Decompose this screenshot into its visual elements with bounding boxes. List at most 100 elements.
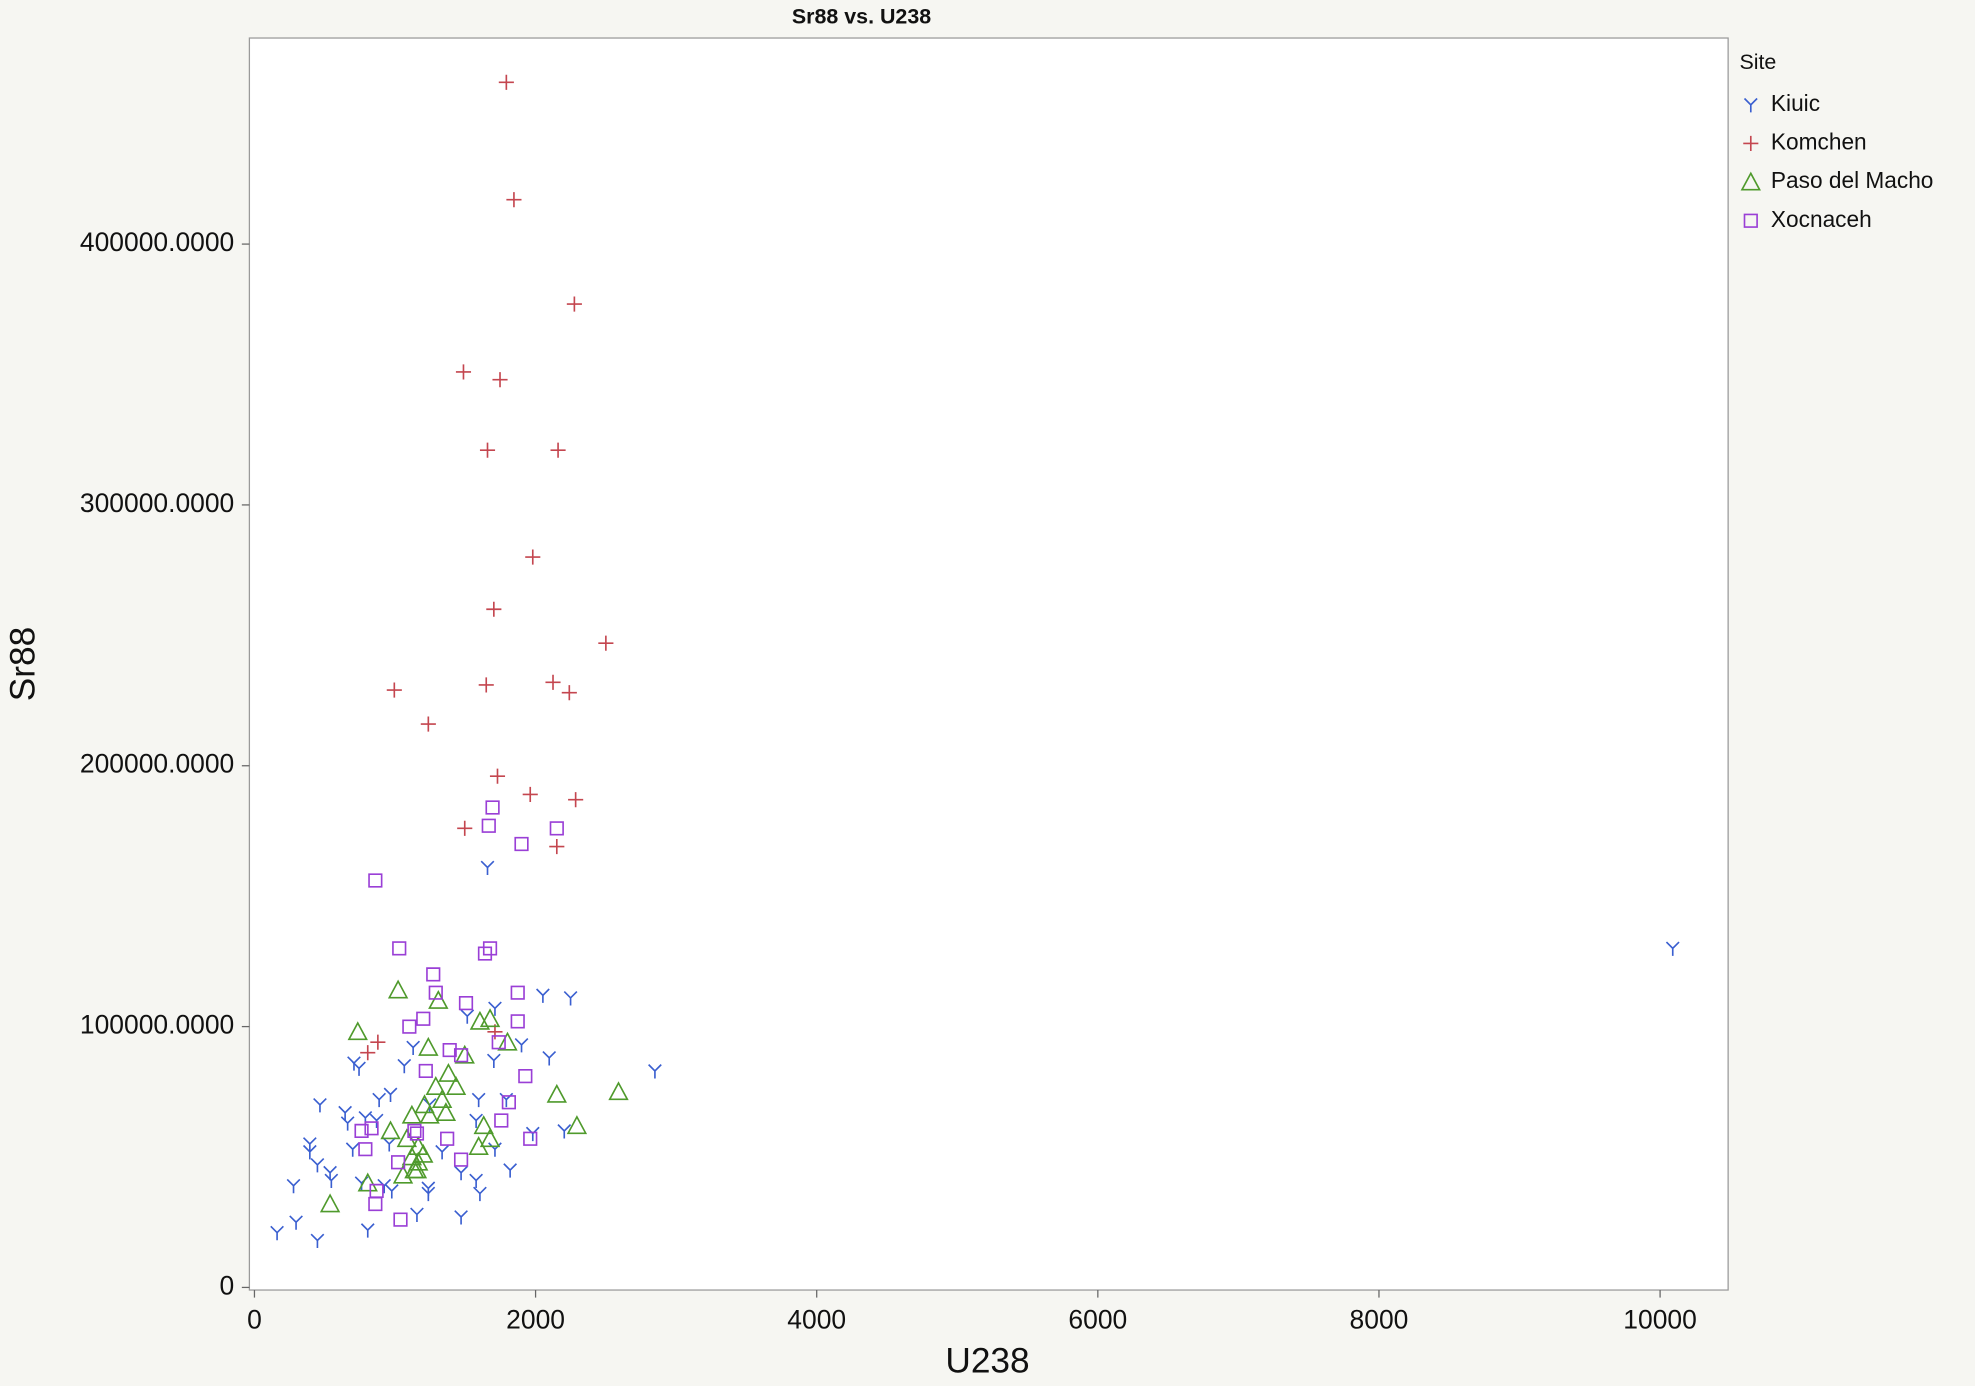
point bbox=[454, 1044, 475, 1064]
point bbox=[523, 1131, 538, 1146]
point bbox=[357, 1172, 378, 1192]
point bbox=[469, 1173, 484, 1189]
point bbox=[501, 1095, 516, 1110]
point bbox=[536, 988, 550, 1003]
point bbox=[421, 1186, 436, 1202]
point bbox=[413, 1143, 434, 1163]
point bbox=[455, 364, 472, 380]
point bbox=[369, 1183, 384, 1199]
point bbox=[407, 1123, 422, 1139]
point bbox=[324, 1173, 339, 1189]
point bbox=[494, 1113, 509, 1128]
point bbox=[319, 1193, 341, 1213]
point bbox=[542, 1051, 557, 1066]
legend-marker bbox=[1740, 171, 1761, 191]
point bbox=[302, 1137, 317, 1152]
point bbox=[453, 1048, 469, 1063]
y-axis-label: Sr88 bbox=[4, 627, 43, 701]
point bbox=[457, 820, 473, 836]
point bbox=[414, 1094, 435, 1114]
point bbox=[418, 1063, 433, 1079]
point bbox=[380, 1120, 401, 1140]
point bbox=[382, 1137, 397, 1152]
point bbox=[406, 1159, 428, 1179]
point bbox=[270, 1225, 284, 1241]
point bbox=[410, 1207, 424, 1222]
point bbox=[409, 1126, 425, 1141]
point bbox=[1665, 941, 1680, 956]
point bbox=[418, 1036, 439, 1056]
point bbox=[402, 1019, 417, 1034]
legend-title: Site bbox=[1739, 50, 1776, 74]
point bbox=[550, 442, 566, 458]
point bbox=[546, 1083, 567, 1103]
point bbox=[406, 1040, 421, 1056]
x-tick-label: 6000 bbox=[1068, 1305, 1127, 1335]
x-tick-label: 8000 bbox=[1350, 1305, 1409, 1335]
point bbox=[477, 946, 493, 961]
point bbox=[440, 1131, 455, 1146]
point bbox=[386, 682, 402, 698]
point bbox=[469, 1113, 484, 1129]
point bbox=[481, 818, 496, 833]
point bbox=[549, 839, 565, 855]
point bbox=[358, 1142, 373, 1157]
point bbox=[390, 1155, 406, 1170]
point bbox=[478, 677, 494, 693]
point bbox=[488, 1142, 502, 1157]
y-tick-label: 100000.0000 bbox=[80, 1010, 234, 1040]
point bbox=[498, 74, 514, 90]
point bbox=[352, 1061, 366, 1076]
point bbox=[608, 1081, 629, 1101]
point bbox=[486, 601, 502, 617]
point bbox=[428, 989, 449, 1009]
point bbox=[286, 1178, 301, 1194]
point bbox=[471, 1092, 486, 1108]
point bbox=[522, 786, 538, 803]
point bbox=[518, 1069, 533, 1084]
point bbox=[377, 1178, 392, 1194]
point bbox=[514, 836, 529, 852]
point bbox=[313, 1097, 327, 1113]
point bbox=[453, 1152, 469, 1167]
point bbox=[416, 1011, 431, 1026]
point bbox=[392, 1164, 414, 1184]
point bbox=[425, 1076, 446, 1095]
point bbox=[340, 1116, 355, 1131]
point bbox=[435, 1102, 457, 1122]
point bbox=[525, 549, 541, 565]
x-axis-label: U238 bbox=[945, 1341, 1029, 1380]
point bbox=[445, 1076, 467, 1095]
point bbox=[479, 442, 496, 458]
point bbox=[310, 1233, 325, 1249]
point bbox=[401, 1104, 423, 1124]
point bbox=[289, 1215, 303, 1230]
point bbox=[419, 1104, 440, 1124]
legend-label: Kiuic bbox=[1771, 90, 1820, 116]
point bbox=[438, 1062, 459, 1082]
legend-marker bbox=[1743, 135, 1759, 152]
legend-marker bbox=[1743, 213, 1758, 228]
point bbox=[428, 985, 443, 1000]
y-tick-label: 300000.0000 bbox=[80, 488, 234, 518]
point bbox=[492, 372, 508, 388]
point bbox=[354, 1123, 369, 1139]
point bbox=[420, 716, 436, 732]
point bbox=[368, 873, 383, 888]
legend-label: Xocnaceh bbox=[1771, 206, 1872, 232]
point bbox=[338, 1105, 352, 1121]
legend-marker bbox=[1743, 97, 1758, 113]
point bbox=[392, 941, 407, 956]
point bbox=[598, 635, 614, 651]
point bbox=[497, 1031, 518, 1051]
x-tick-label: 2000 bbox=[506, 1305, 565, 1335]
point bbox=[557, 1124, 572, 1139]
point bbox=[561, 685, 577, 701]
point bbox=[510, 1014, 525, 1029]
legend-label: Komchen bbox=[1771, 128, 1867, 154]
point bbox=[345, 1142, 360, 1157]
point bbox=[503, 1163, 518, 1178]
point bbox=[426, 967, 441, 982]
plot-area bbox=[248, 37, 1729, 1291]
point bbox=[442, 1042, 457, 1058]
